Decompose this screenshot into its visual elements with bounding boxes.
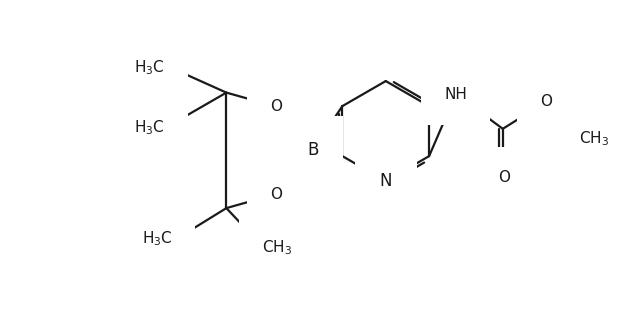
Text: N: N — [380, 172, 392, 190]
Text: B: B — [307, 141, 318, 159]
Text: CH$_3$: CH$_3$ — [262, 239, 292, 257]
Text: NH: NH — [444, 87, 467, 102]
Text: O: O — [269, 99, 282, 114]
Text: H$_3$C: H$_3$C — [134, 118, 164, 137]
Text: O: O — [269, 187, 282, 202]
Text: CH$_3$: CH$_3$ — [579, 129, 609, 148]
Text: H$_3$C: H$_3$C — [134, 58, 164, 77]
Text: O: O — [499, 170, 510, 185]
Text: H$_3$C: H$_3$C — [142, 230, 172, 248]
Text: O: O — [540, 94, 552, 109]
